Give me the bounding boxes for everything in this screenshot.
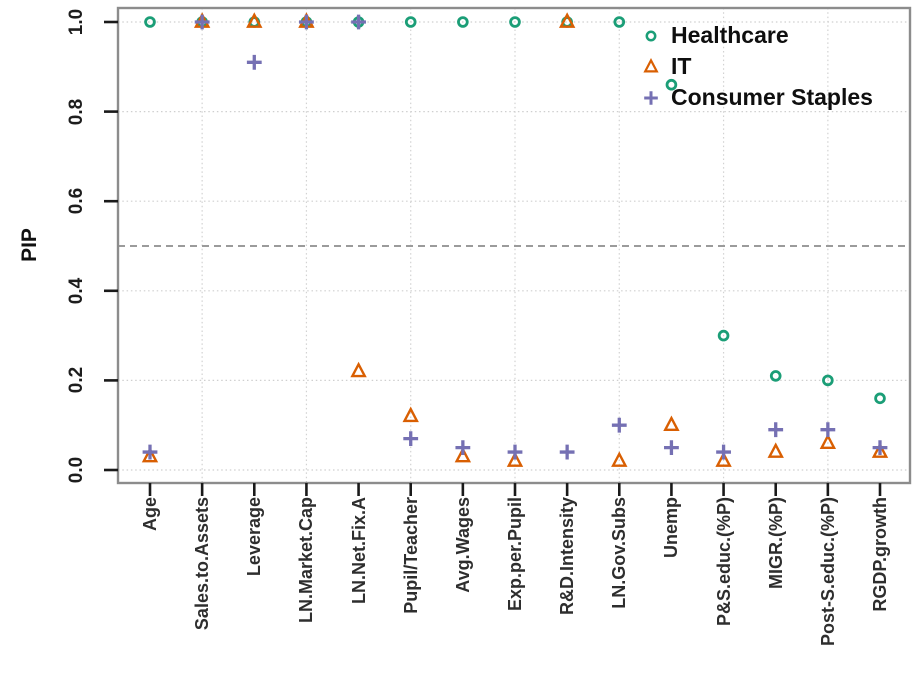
marker-healthcare-pupil-teacher — [404, 16, 417, 28]
marker-it-post-s-educ-p — [819, 433, 837, 449]
marker-it-avg-wages — [454, 446, 472, 463]
x-tick-label-pupil-teacher: Pupil/Teacher — [400, 497, 421, 614]
marker-consumer-staples-ln-net-fix-a — [351, 14, 366, 30]
x-tick-label-post-s-educ-p: Post-S.educ.(%P) — [817, 497, 838, 647]
marker-it-leverage — [246, 12, 263, 28]
marker-it-age — [141, 446, 159, 463]
x-tick-label-migr-p: MIGR.(%P) — [765, 497, 786, 589]
x-tick-label-p-s-educ-p: P&S.educ.(%P) — [713, 497, 734, 627]
legend-label-it: IT — [671, 53, 692, 79]
y-tick-label-0.4: 0.4 — [66, 277, 87, 305]
y-axis-title: PIP — [18, 228, 41, 262]
marker-healthcare-unemp — [665, 78, 678, 91]
legend-plus-icon — [644, 90, 658, 105]
x-tick-label-ln-market-cap: LN.Market.Cap — [296, 497, 317, 624]
y-tick-label-0.6: 0.6 — [66, 187, 87, 215]
marker-it-migr-p — [767, 442, 784, 458]
marker-it-unemp — [663, 415, 680, 432]
x-tick-label-exp-per-pupil: Exp.per.Pupil — [505, 497, 525, 612]
marker-it-p-s-educ-p — [715, 451, 732, 467]
x-tick-label-r-d-intensity: R&D.Intensity — [557, 497, 578, 616]
marker-healthcare-p-s-educ-p — [717, 329, 730, 342]
marker-it-exp-per-pupil — [506, 451, 524, 467]
marker-it-ln-net-fix-a — [350, 361, 367, 378]
marker-healthcare-age — [144, 16, 156, 28]
marker-consumer-staples-ln-market-cap — [299, 14, 314, 30]
x-tick-label-unemp: Unemp — [661, 497, 682, 559]
marker-consumer-staples-leverage — [246, 54, 262, 70]
x-tick-label-rgdp-growth: RGDP.growth — [870, 497, 890, 612]
marker-consumer-staples-exp-per-pupil — [507, 444, 523, 460]
legend-label-healthcare: Healthcare — [671, 22, 789, 48]
marker-consumer-staples-age — [142, 444, 158, 460]
legend-triangle-icon — [643, 57, 659, 72]
legend-triangle-glyph — [643, 57, 659, 72]
x-tick-label-leverage: Leverage — [244, 497, 265, 577]
legend-item-it: IT — [641, 51, 873, 82]
legend-item-consumer-staples: Consumer Staples — [641, 82, 873, 113]
marker-healthcare-ln-gov-subs — [613, 16, 626, 28]
x-tick-label-sales-to-assets: Sales.to.Assets — [192, 497, 213, 631]
y-tick-label-0.0: 0.0 — [66, 456, 87, 484]
x-tick-label-age: Age — [140, 497, 160, 532]
legend-label-consumer-staples: Consumer Staples — [671, 84, 873, 110]
marker-healthcare-rgdp-growth — [874, 392, 886, 405]
legend-item-healthcare: Healthcare — [641, 20, 873, 51]
x-tick-label-ln-gov-subs: LN.Gov.Subs — [609, 497, 630, 609]
marker-consumer-staples-migr-p — [768, 422, 784, 438]
legend-circle-glyph — [645, 30, 657, 41]
marker-healthcare-exp-per-pupil — [509, 16, 521, 28]
marker-consumer-staples-sales-to-assets — [194, 14, 210, 30]
marker-consumer-staples-post-s-educ-p — [820, 422, 836, 438]
x-tick-label-avg-wages: Avg.Wages — [452, 497, 473, 593]
marker-it-pupil-teacher — [402, 406, 419, 423]
legend-circle-icon — [645, 30, 657, 41]
x-tick-label-ln-net-fix-a: LN.Net.Fix.A — [348, 497, 369, 605]
marker-healthcare-post-s-educ-p — [822, 374, 834, 387]
marker-consumer-staples-r-d-intensity — [559, 444, 575, 460]
y-tick-label-1.0: 1.0 — [66, 8, 87, 36]
legend: Healthcare IT Consumer Staples — [641, 20, 873, 113]
marker-healthcare-avg-wages — [457, 16, 469, 28]
marker-consumer-staples-p-s-educ-p — [716, 444, 731, 460]
y-tick-label-0.2: 0.2 — [66, 367, 87, 394]
marker-consumer-staples-ln-gov-subs — [611, 417, 627, 433]
marker-consumer-staples-avg-wages — [455, 440, 471, 455]
marker-it-ln-gov-subs — [611, 451, 628, 467]
marker-consumer-staples-rgdp-growth — [872, 440, 888, 455]
marker-healthcare-migr-p — [769, 370, 782, 382]
marker-consumer-staples-pupil-teacher — [403, 431, 419, 447]
legend-plus-glyph — [644, 90, 658, 105]
y-tick-label-0.8: 0.8 — [66, 98, 87, 125]
marker-it-r-d-intensity — [558, 12, 576, 28]
marker-consumer-staples-unemp — [664, 440, 679, 455]
marker-it-rgdp-growth — [871, 442, 889, 458]
